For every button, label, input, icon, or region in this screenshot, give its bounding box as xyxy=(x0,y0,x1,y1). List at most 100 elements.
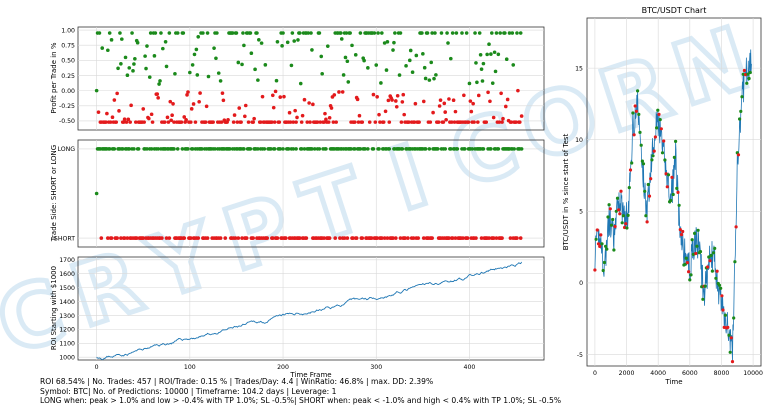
p1-point-60 xyxy=(150,120,155,124)
p3-marks xyxy=(96,261,522,361)
p1-point-32 xyxy=(124,120,129,124)
p2-point-423 xyxy=(489,147,493,151)
p2-point-183 xyxy=(265,236,269,240)
p1-point-197 xyxy=(278,95,283,99)
p1-point-71 xyxy=(161,46,165,51)
p2-point-340 xyxy=(411,236,416,240)
p2-point-275 xyxy=(351,236,355,240)
p1-point-66 xyxy=(156,96,160,100)
p4-trade-marker-107 xyxy=(720,294,724,298)
p1-point-82 xyxy=(171,101,175,106)
p2-point-234 xyxy=(312,147,317,151)
p1-point-59 xyxy=(149,112,154,117)
p4-trade-marker-56 xyxy=(659,127,663,131)
p1-point-376 xyxy=(445,31,449,35)
p2-point-158 xyxy=(242,147,246,151)
p1-point-24 xyxy=(117,109,121,113)
p1-point-414 xyxy=(480,79,485,83)
p1-point-313 xyxy=(386,98,391,103)
p1-point-135 xyxy=(220,91,225,95)
p1-point-363 xyxy=(433,31,437,35)
p4-trade-marker-58 xyxy=(662,139,666,143)
p1-point-194 xyxy=(275,39,280,44)
p1-point-67 xyxy=(157,82,161,86)
p2-point-30 xyxy=(122,236,127,240)
p1-point-100 xyxy=(188,70,192,75)
p4-trade-marker-114 xyxy=(728,350,732,354)
p1-grid xyxy=(78,27,544,130)
btc-usdt-chart: BTC/USDT Chart 15 10 5 0 -5 0 2000 4000 6000 800… xyxy=(562,6,763,386)
p3-xtick-0: 0 xyxy=(95,364,99,371)
p4-trade-marker-62 xyxy=(666,173,671,177)
p3-xtick-3: 300 xyxy=(370,364,382,371)
p2-point-378 xyxy=(447,236,451,240)
p1-point-436 xyxy=(501,116,505,121)
p4-trade-marker-12 xyxy=(607,203,611,207)
p1-point-29 xyxy=(121,120,126,124)
p4-trade-marker-102 xyxy=(714,276,718,280)
p1-point-74 xyxy=(163,40,168,44)
p1-point-191 xyxy=(272,120,277,124)
p1-point-65 xyxy=(155,92,160,96)
p1-point-358 xyxy=(428,120,433,124)
p2-point-180 xyxy=(262,147,267,151)
p4-trade-marker-5 xyxy=(599,233,603,237)
p4-marks xyxy=(593,49,752,364)
p1-point-37 xyxy=(129,103,133,108)
p2-point-113 xyxy=(200,147,204,151)
p1-point-219 xyxy=(298,81,303,86)
p2-ytick-long: LONG xyxy=(57,146,75,153)
p1-point-372 xyxy=(441,120,446,124)
p2-point-149 xyxy=(233,236,238,240)
p1-point-274 xyxy=(350,43,354,48)
p1-point-420 xyxy=(486,90,490,95)
p1-point-237 xyxy=(315,120,320,124)
p1-point-319 xyxy=(392,40,396,45)
p1-point-27 xyxy=(120,37,124,41)
p4-trade-marker-35 xyxy=(634,109,639,113)
p1-point-146 xyxy=(230,31,235,35)
p3-roi-line xyxy=(96,261,522,361)
p1-point-110 xyxy=(197,99,201,104)
p1-point-447 xyxy=(511,63,516,67)
p2-point-413 xyxy=(479,236,484,240)
p2-point-50 xyxy=(141,236,146,240)
p2-marks xyxy=(94,147,524,240)
p1-point-327 xyxy=(399,120,404,124)
p2-point-28 xyxy=(120,147,125,151)
p4-trade-marker-80 xyxy=(688,278,692,282)
p1-point-309 xyxy=(382,41,387,45)
p1-point-207 xyxy=(287,110,292,115)
p4-trade-marker-11 xyxy=(606,215,610,219)
p4-trade-marker-70 xyxy=(676,190,680,194)
p4-xtick-4: 8000 xyxy=(714,370,730,377)
p1-point-343 xyxy=(414,53,419,58)
p2-point-261 xyxy=(338,236,342,240)
p1-point-402 xyxy=(469,109,474,114)
p2-point-288 xyxy=(363,147,367,151)
p2-point-326 xyxy=(398,236,403,240)
p1-point-355 xyxy=(425,31,430,35)
p1-point-367 xyxy=(436,120,441,124)
p1-point-16 xyxy=(109,38,114,42)
p4-trade-marker-93 xyxy=(703,284,707,288)
p4-trade-marker-0 xyxy=(593,268,597,272)
p1-point-392 xyxy=(460,31,464,35)
p1-point-173 xyxy=(256,78,260,82)
p1-point-129 xyxy=(215,31,219,35)
watermark-letter-5: I xyxy=(378,126,439,231)
p4-trade-marker-79 xyxy=(687,270,691,274)
p2-point-351 xyxy=(421,236,426,240)
p2-point-357 xyxy=(427,147,432,151)
p4-trade-marker-86 xyxy=(695,244,699,248)
p1-point-301 xyxy=(375,94,379,99)
p4-trade-marker-41 xyxy=(641,162,646,166)
p2-point-138 xyxy=(223,236,228,240)
p2-point-380 xyxy=(449,147,453,151)
p2-point-366 xyxy=(435,147,440,151)
p2-point-218 xyxy=(298,236,302,240)
p1-point-111 xyxy=(198,91,202,95)
p2-point-87 xyxy=(175,147,180,151)
p2-y-tick-labels: LONG SHORT xyxy=(54,146,75,242)
p1-point-325 xyxy=(397,73,402,77)
